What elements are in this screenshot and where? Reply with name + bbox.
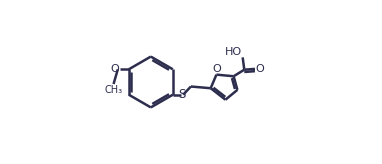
Text: O: O xyxy=(110,64,119,74)
Text: CH₃: CH₃ xyxy=(104,85,122,95)
Text: HO: HO xyxy=(225,47,242,57)
Text: S: S xyxy=(178,88,186,101)
Text: O: O xyxy=(256,64,264,74)
Text: O: O xyxy=(212,64,221,74)
